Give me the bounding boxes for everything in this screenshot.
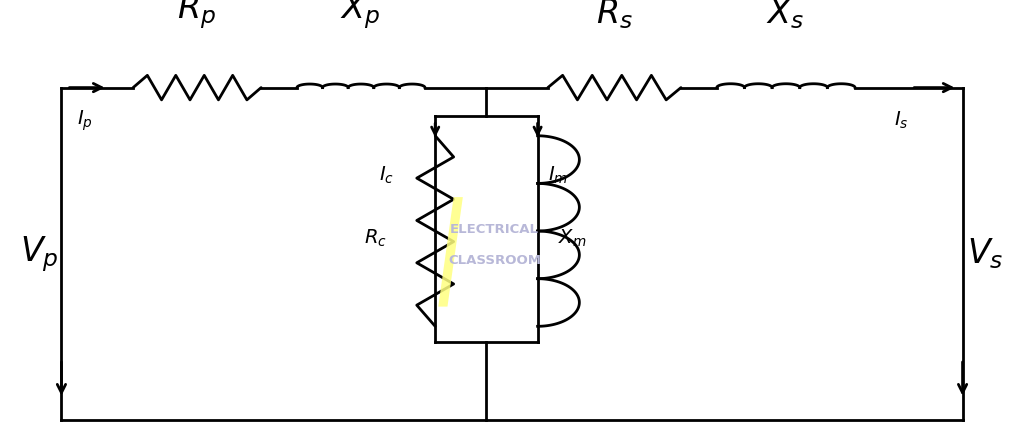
Text: $R_p$: $R_p$ [177,0,216,31]
Text: $V_p$: $V_p$ [19,234,58,274]
Text: CLASSROOM: CLASSROOM [449,254,541,267]
Text: $X_m$: $X_m$ [558,228,587,249]
Text: $X_s$: $X_s$ [766,0,805,31]
Text: $I_p$: $I_p$ [77,108,92,133]
Text: $I_m$: $I_m$ [548,165,568,186]
Text: $X_p$: $X_p$ [340,0,381,31]
Text: $I_s$: $I_s$ [894,110,908,131]
Text: $R_s$: $R_s$ [596,0,633,31]
Text: $V_s$: $V_s$ [967,237,1004,272]
Text: $I_c$: $I_c$ [379,165,394,186]
Text: $R_c$: $R_c$ [365,228,387,249]
Polygon shape [438,197,463,307]
Text: ELECTRICAL: ELECTRICAL [451,223,539,237]
